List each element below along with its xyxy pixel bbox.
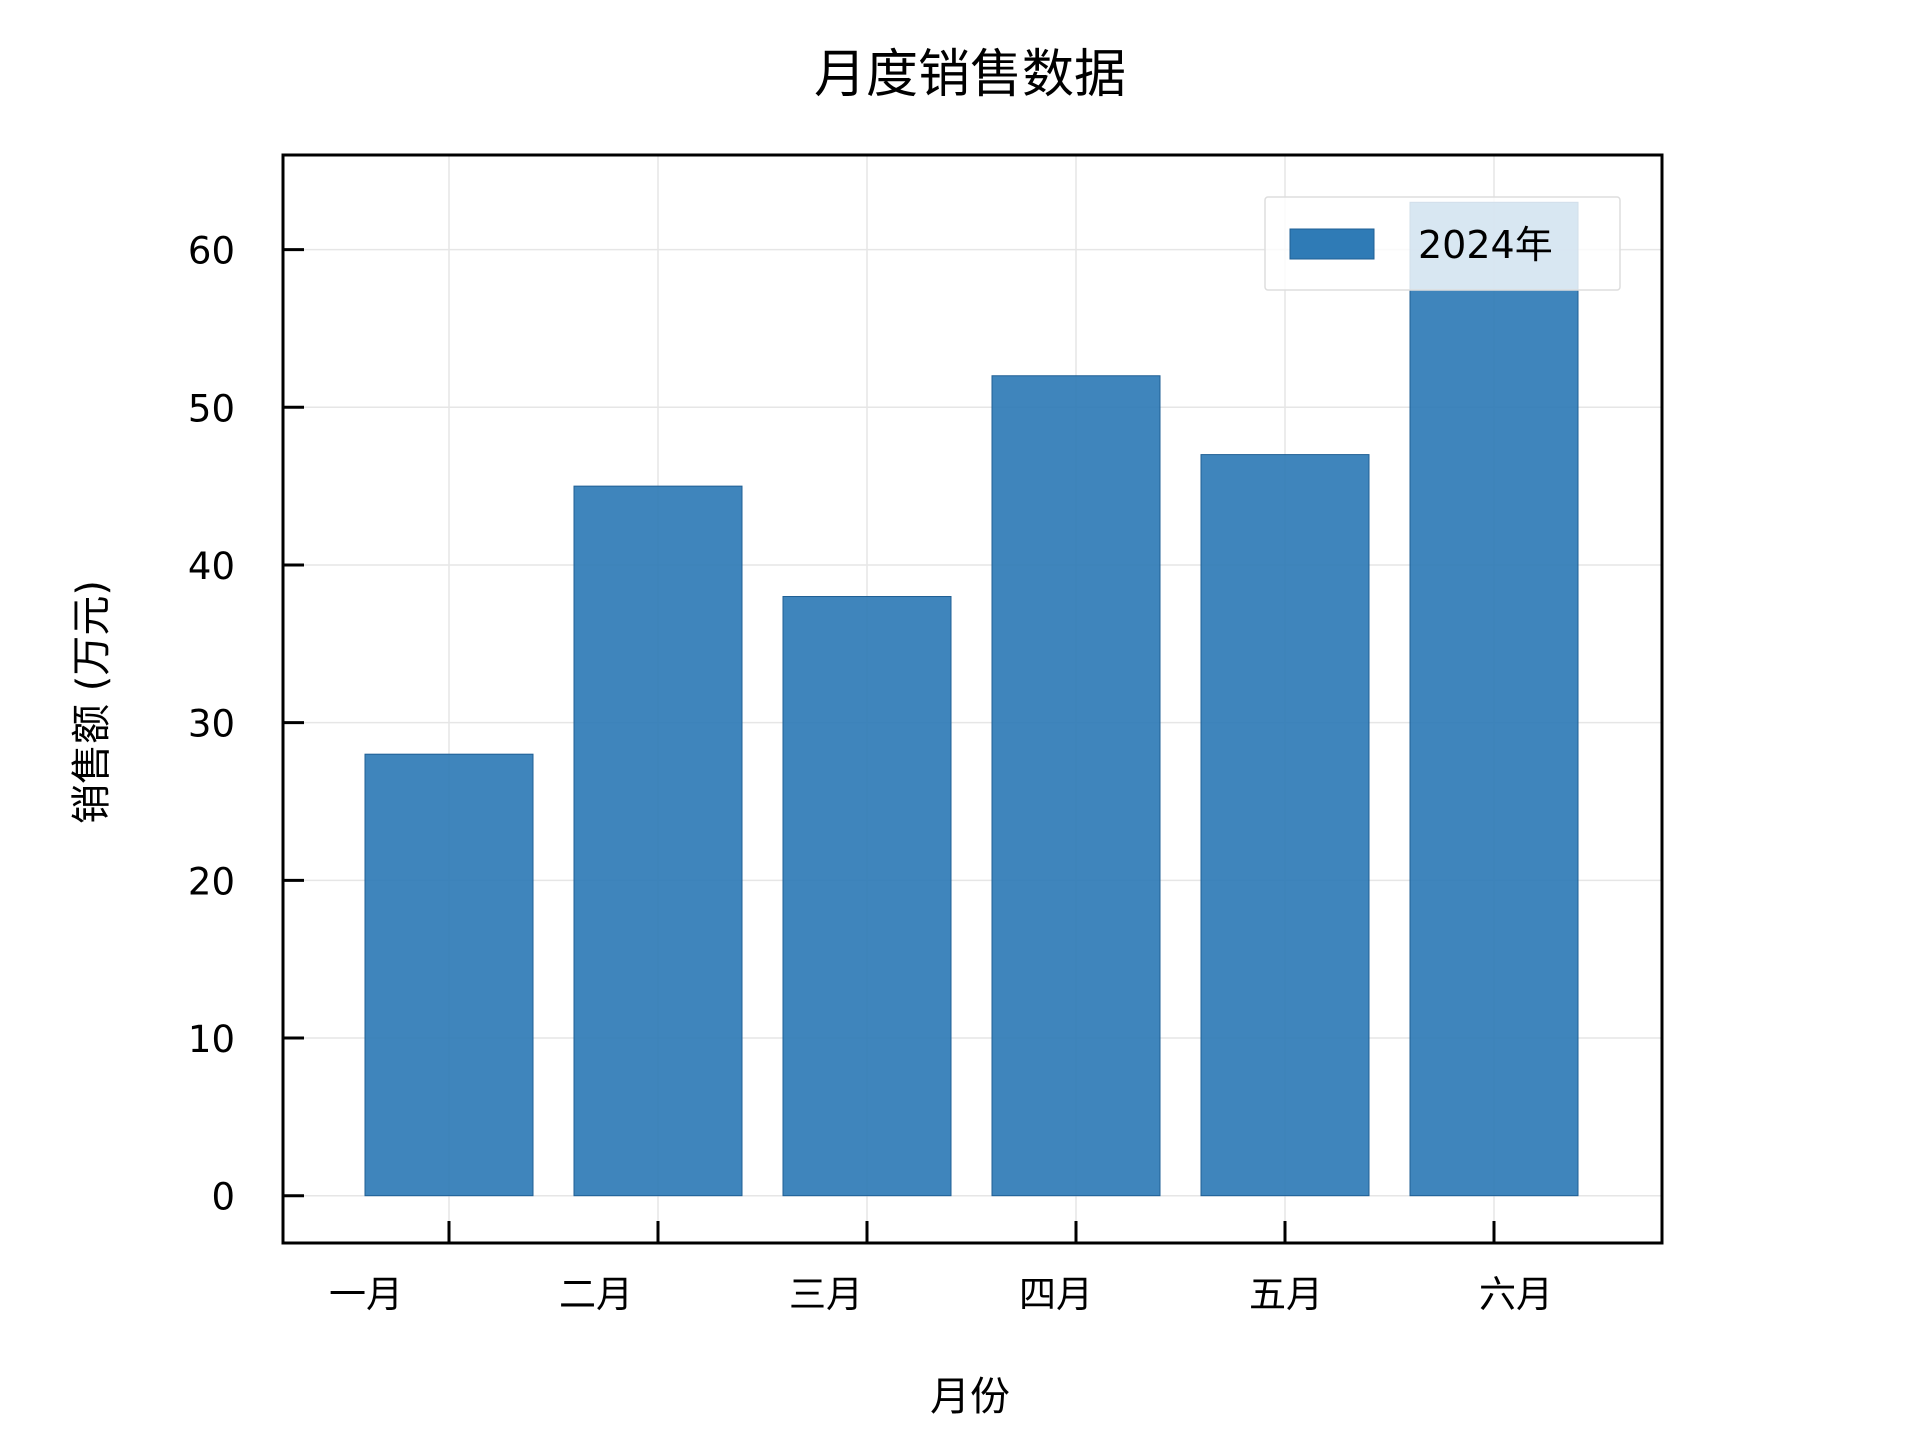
x-axis-ticks: 一月 二月 三月 四月 五月 六月	[329, 1221, 1553, 1316]
x-tick-label: 六月	[1479, 1273, 1553, 1316]
y-tick-label: 50	[188, 387, 235, 430]
x-axis-label: 月份	[930, 1374, 1010, 1420]
bar	[364, 753, 534, 1197]
bar-series	[364, 201, 1579, 1197]
axes	[281, 153, 1664, 1245]
x-tick-label: 一月	[329, 1273, 403, 1316]
x-tick-label: 四月	[1019, 1273, 1093, 1316]
y-axis-label: 销售额 (万元)	[69, 580, 115, 824]
bar	[991, 375, 1161, 1197]
y-tick-label: 60	[188, 230, 235, 273]
bar	[782, 596, 952, 1197]
legend-box	[1264, 196, 1621, 291]
bar	[1200, 454, 1370, 1197]
bar	[1409, 201, 1579, 1197]
legend-label: 2024年	[1418, 223, 1553, 267]
y-tick-label: 10	[188, 1018, 235, 1061]
legend-swatch	[1289, 228, 1375, 260]
y-tick-label: 0	[211, 1176, 235, 1219]
y-axis-ticks: 0 10 20 30 40 50 60	[188, 230, 304, 1219]
y-tick-label: 40	[188, 545, 235, 588]
legend: 2024年	[1264, 196, 1621, 291]
x-tick-label: 二月	[559, 1273, 633, 1316]
x-tick-label: 五月	[1249, 1273, 1323, 1316]
bar	[573, 485, 743, 1197]
y-tick-label: 30	[188, 703, 235, 746]
x-tick-label: 三月	[789, 1273, 863, 1316]
y-tick-label: 20	[188, 860, 235, 903]
chart-title: 月度销售数据	[814, 45, 1126, 105]
plot-frame	[281, 153, 1664, 1245]
